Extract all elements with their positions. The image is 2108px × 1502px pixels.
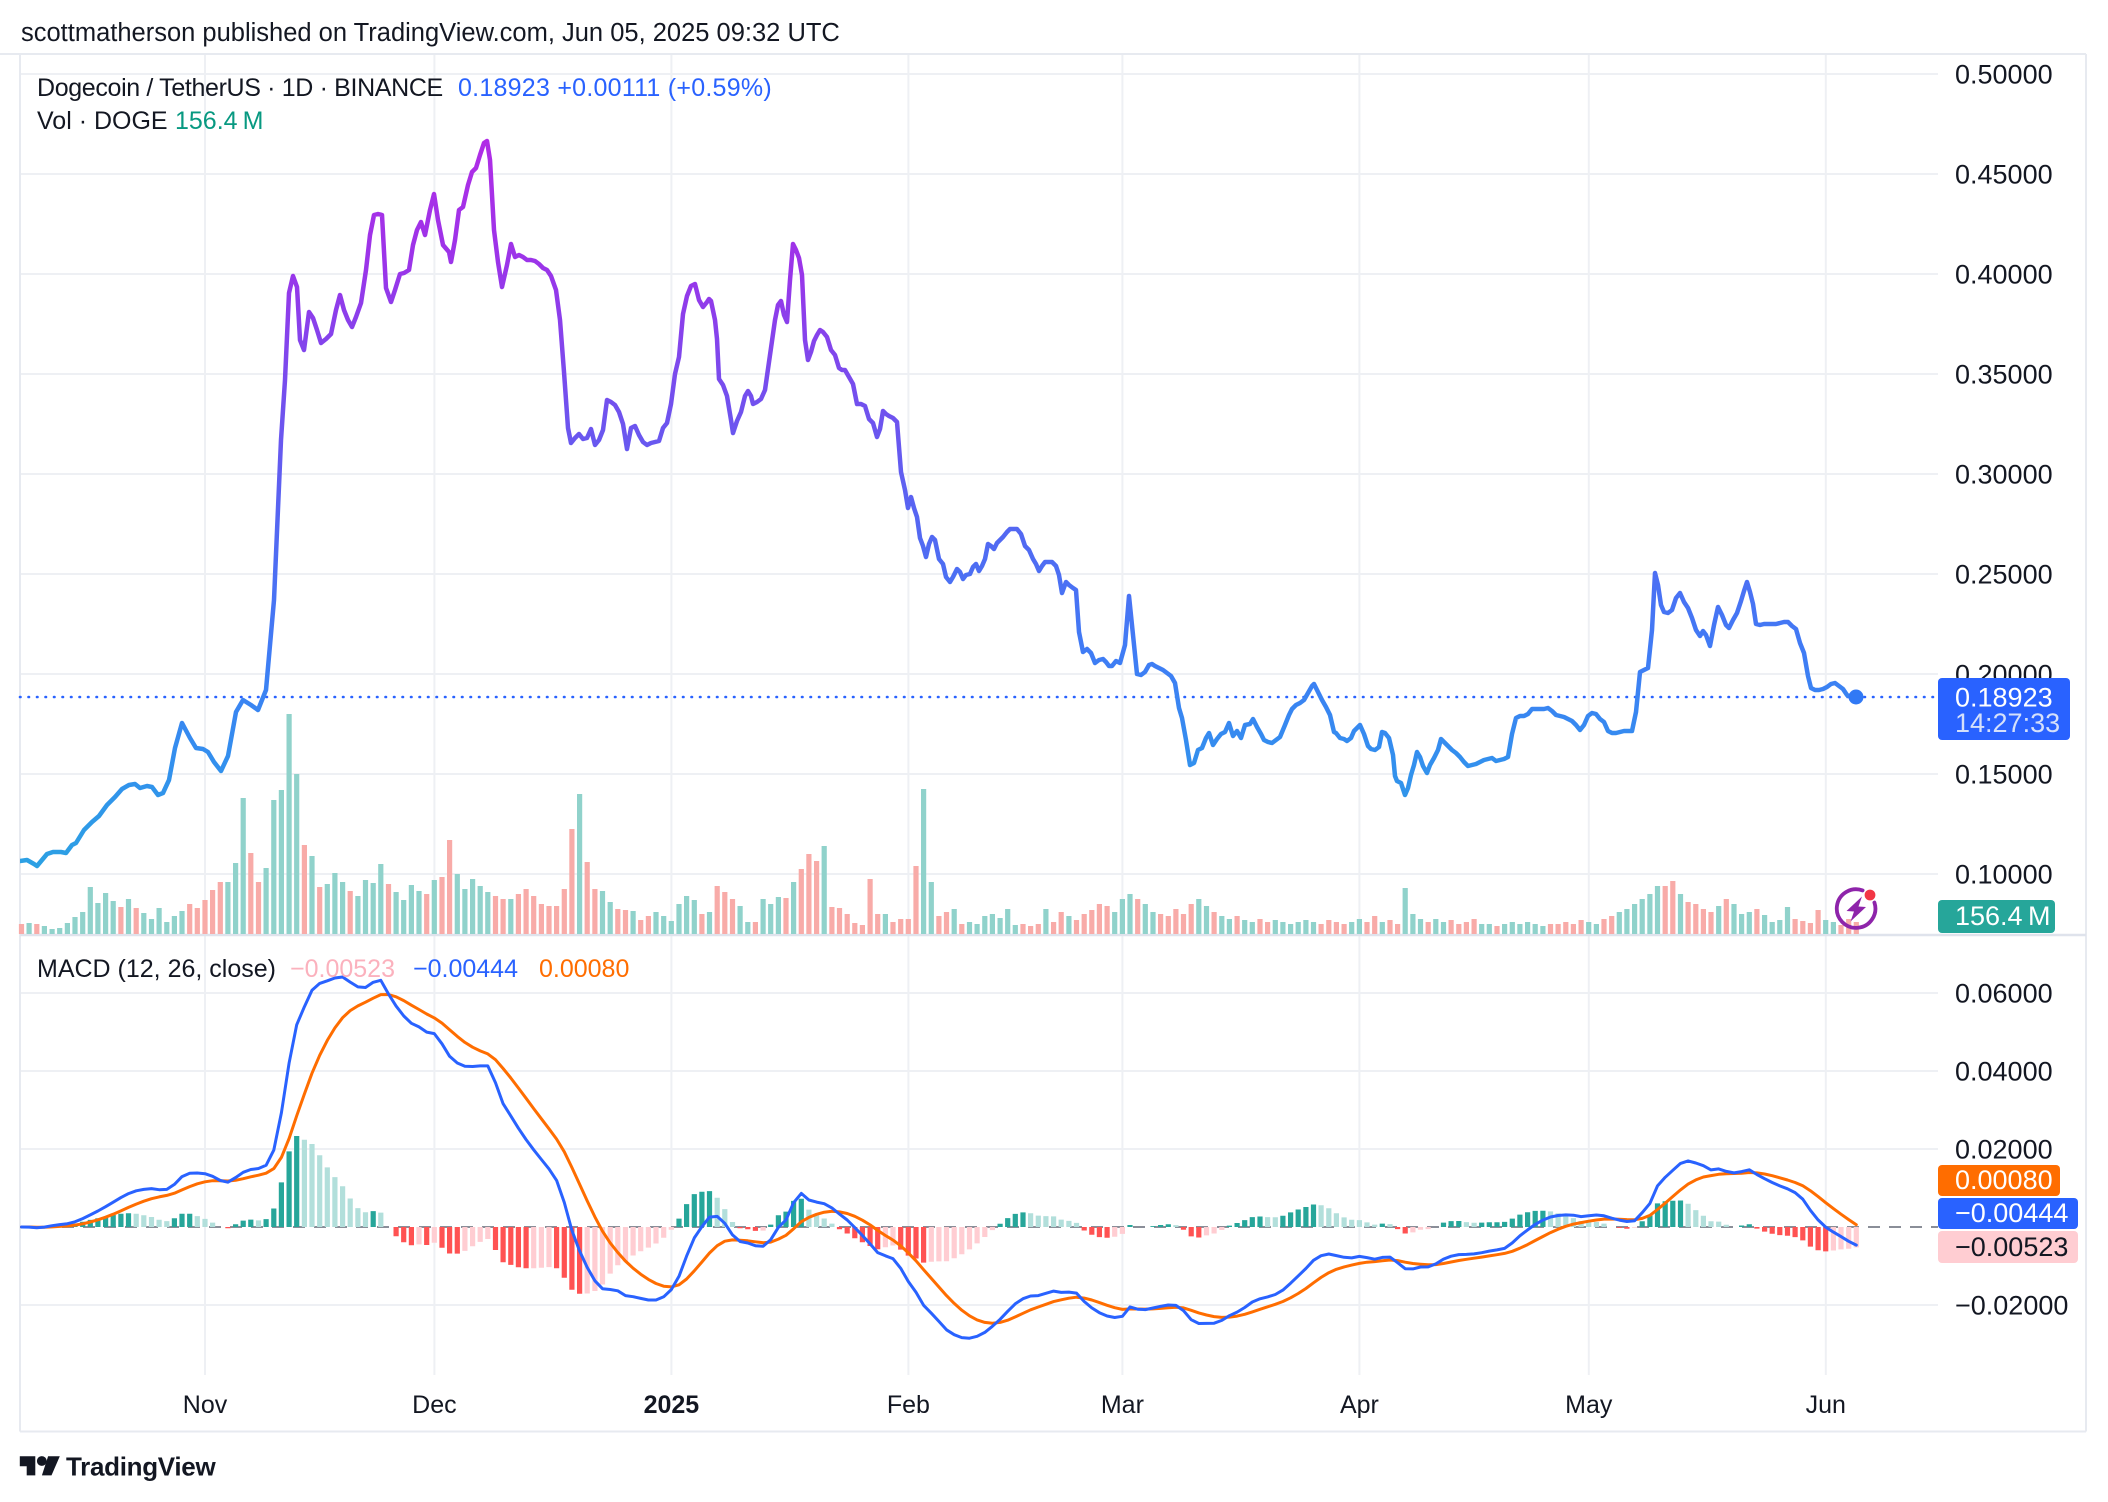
svg-text:14:27:33: 14:27:33 bbox=[1955, 708, 2060, 738]
svg-text:Jun: Jun bbox=[1806, 1391, 1846, 1419]
svg-text:0.45000: 0.45000 bbox=[1955, 160, 2053, 190]
svg-text:0.35000: 0.35000 bbox=[1955, 360, 2053, 390]
svg-text:Dogecoin / TetherUS · 1D · BIN: Dogecoin / TetherUS · 1D · BINANCE bbox=[37, 74, 443, 102]
svg-text:0.50000: 0.50000 bbox=[1955, 60, 2053, 90]
svg-text:Vol · DOGE: Vol · DOGE bbox=[37, 107, 168, 135]
svg-text:MACD (12, 26, close): MACD (12, 26, close) bbox=[37, 955, 276, 983]
svg-text:0.06000: 0.06000 bbox=[1955, 979, 2053, 1009]
svg-text:TradingView: TradingView bbox=[66, 1452, 216, 1482]
svg-text:156.4 M: 156.4 M bbox=[1955, 901, 2050, 931]
svg-text:0.40000: 0.40000 bbox=[1955, 260, 2053, 290]
svg-text:0.02000: 0.02000 bbox=[1955, 1135, 2053, 1165]
svg-text:Dec: Dec bbox=[412, 1391, 456, 1419]
svg-text:−0.00523: −0.00523 bbox=[290, 955, 395, 983]
svg-text:−0.00444: −0.00444 bbox=[413, 955, 518, 983]
svg-text:−0.02000: −0.02000 bbox=[1955, 1291, 2068, 1321]
svg-text:0.00080: 0.00080 bbox=[1955, 1165, 2053, 1195]
svg-text:0.18923: 0.18923 bbox=[1955, 683, 2053, 713]
svg-text:−0.00523: −0.00523 bbox=[1955, 1232, 2068, 1262]
svg-text:0.00080: 0.00080 bbox=[539, 955, 629, 983]
svg-text:0.18923 +0.00111 (+0.59%): 0.18923 +0.00111 (+0.59%) bbox=[458, 74, 772, 102]
svg-text:0.30000: 0.30000 bbox=[1955, 460, 2053, 490]
svg-text:156.4 M: 156.4 M bbox=[175, 107, 263, 135]
svg-text:2025: 2025 bbox=[644, 1391, 700, 1419]
svg-text:Mar: Mar bbox=[1101, 1391, 1144, 1419]
svg-text:Nov: Nov bbox=[183, 1391, 228, 1419]
svg-text:0.10000: 0.10000 bbox=[1955, 860, 2053, 890]
svg-text:Apr: Apr bbox=[1340, 1391, 1379, 1419]
svg-text:Feb: Feb bbox=[887, 1391, 930, 1419]
svg-text:−0.00444: −0.00444 bbox=[1955, 1198, 2068, 1228]
svg-text:0.04000: 0.04000 bbox=[1955, 1057, 2053, 1087]
svg-text:scottmatherson published on Tr: scottmatherson published on TradingView.… bbox=[21, 19, 840, 47]
svg-text:0.15000: 0.15000 bbox=[1955, 760, 2053, 790]
svg-text:May: May bbox=[1565, 1391, 1613, 1419]
svg-text:0.25000: 0.25000 bbox=[1955, 560, 2053, 590]
